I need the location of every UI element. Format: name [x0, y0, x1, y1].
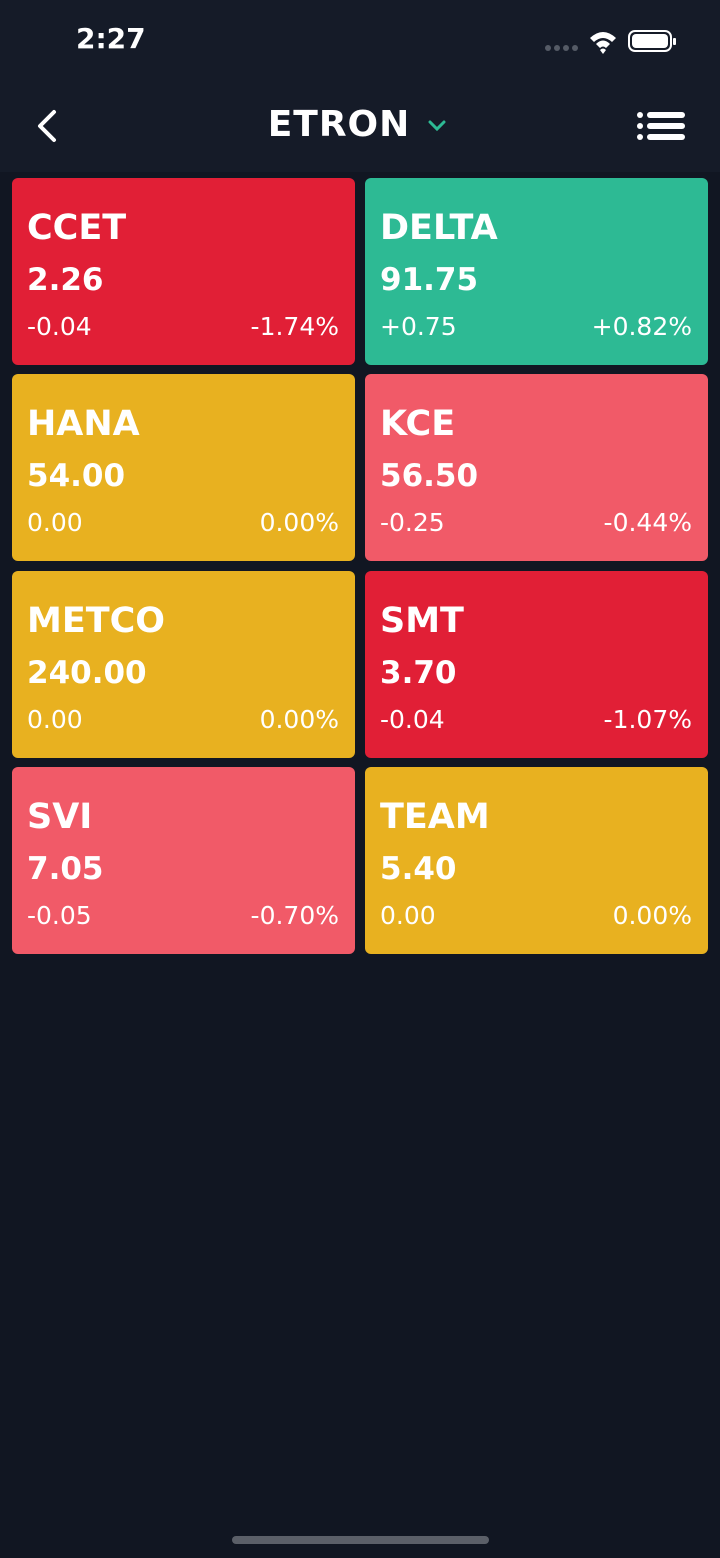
stock-percent: 0.00%	[259, 508, 339, 538]
stock-price: 5.40	[380, 850, 457, 887]
stock-percent: 0.00%	[259, 704, 339, 734]
back-button[interactable]	[30, 106, 70, 146]
stock-symbol: CCET	[27, 208, 127, 248]
stock-price: 3.70	[380, 654, 457, 691]
stock-tile[interactable]: SMT 3.70 -0.04 -1.07%	[365, 570, 708, 758]
stock-change: +0.75	[380, 312, 457, 341]
stock-symbol: HANA	[27, 404, 140, 445]
dropdown-icon	[428, 120, 446, 132]
list-button[interactable]	[636, 110, 686, 144]
stock-change: 0.00	[27, 704, 83, 734]
stock-symbol: DELTA	[380, 208, 498, 248]
stock-price: 54.00	[27, 458, 126, 495]
stock-change: -0.05	[27, 900, 92, 930]
stock-symbol: METCO	[27, 600, 166, 641]
stock-tile[interactable]: TEAM 5.40 0.00 0.00%	[365, 766, 708, 954]
stock-symbol: SVI	[27, 796, 93, 837]
stock-percent: +0.82%	[591, 312, 692, 341]
stock-symbol: KCE	[380, 404, 456, 445]
stock-percent: -1.07%	[603, 704, 692, 734]
stock-percent: -0.44%	[603, 508, 692, 538]
stock-symbol: TEAM	[380, 796, 490, 837]
stock-change: 0.00	[27, 508, 83, 538]
stock-change: -0.04	[27, 312, 92, 341]
stock-price: 7.05	[27, 850, 104, 887]
stock-price: 240.00	[27, 654, 147, 691]
stock-price: 2.26	[27, 262, 104, 298]
title-text: ETRON	[267, 104, 411, 145]
stock-percent: -1.74%	[250, 312, 339, 341]
page-title[interactable]: ETRON	[0, 104, 720, 145]
status-icons	[545, 30, 676, 54]
header: 2:27 ETRON	[0, 0, 720, 172]
stock-symbol: SMT	[380, 600, 464, 641]
stock-tile[interactable]: KCE 56.50 -0.25 -0.44%	[365, 374, 708, 562]
stock-tile[interactable]: METCO 240.00 0.00 0.00%	[12, 570, 355, 758]
stock-tile[interactable]: SVI 7.05 -0.05 -0.70%	[12, 766, 355, 954]
stock-change: -0.25	[380, 508, 445, 538]
stock-tile[interactable]: HANA 54.00 0.00 0.00%	[12, 374, 355, 562]
stock-tile[interactable]: CCET 2.26 -0.04 -1.74%	[12, 178, 355, 365]
status-time: 2:27	[76, 22, 146, 55]
stock-change: -0.04	[380, 704, 445, 734]
stock-tile[interactable]: DELTA 91.75 +0.75 +0.82%	[365, 178, 708, 365]
stock-change: 0.00	[380, 900, 436, 930]
stock-percent: 0.00%	[612, 900, 692, 930]
stock-price: 91.75	[380, 262, 479, 298]
home-indicator	[232, 1536, 489, 1544]
stock-percent: -0.70%	[250, 900, 339, 930]
stock-price: 56.50	[380, 458, 479, 495]
